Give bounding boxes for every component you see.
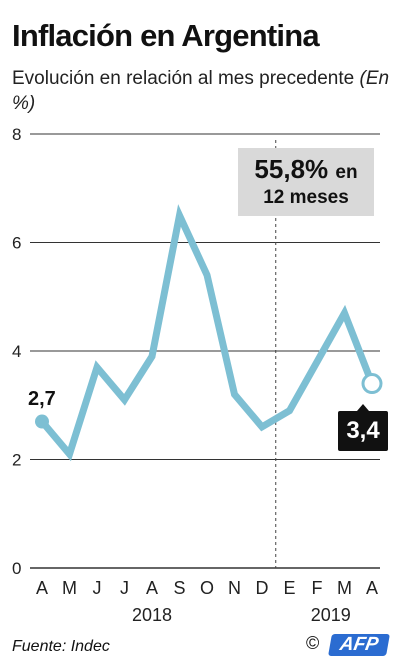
x-tick-label-3: J bbox=[120, 578, 129, 598]
last-point-badge: 3,4 bbox=[338, 404, 388, 451]
callout-connector: en bbox=[335, 162, 358, 183]
annual-inflation-value: 55,8% bbox=[254, 154, 329, 184]
subtitle-text: Evolución en relación al mes precedente bbox=[12, 68, 355, 89]
year-label-2019: 2019 bbox=[311, 605, 351, 625]
x-tick-label-5: S bbox=[173, 578, 185, 598]
first-point-marker bbox=[35, 414, 49, 429]
x-tick-label-8: D bbox=[256, 578, 269, 598]
chart-title: Inflación en Argentina bbox=[12, 18, 320, 53]
x-tick-label-6: O bbox=[200, 578, 214, 598]
annual-inflation-period: 12 meses bbox=[263, 187, 349, 208]
x-tick-label-9: E bbox=[283, 578, 295, 598]
annual-inflation-callout: 55,8% en 12 meses bbox=[238, 148, 374, 216]
y-tick-label-0: 0 bbox=[12, 559, 21, 578]
x-tick-label-11: M bbox=[337, 578, 352, 598]
x-tick-label-2: J bbox=[93, 578, 102, 598]
y-tick-label-8: 8 bbox=[12, 125, 21, 144]
first-point-label: 2,7 bbox=[28, 388, 56, 410]
x-tick-label-12: A bbox=[366, 578, 378, 598]
x-tick-label-10: F bbox=[312, 578, 323, 598]
last-point-marker bbox=[361, 373, 383, 395]
y-tick-label-6: 6 bbox=[12, 234, 21, 253]
copyright-symbol: © bbox=[306, 633, 320, 653]
year-label-2018: 2018 bbox=[132, 605, 172, 625]
x-tick-label-1: M bbox=[62, 578, 77, 598]
source-note: Fuente: Indec bbox=[12, 638, 110, 655]
afp-logo: AFP bbox=[328, 634, 390, 656]
y-tick-label-4: 4 bbox=[12, 342, 21, 361]
y-tick-label-2: 2 bbox=[12, 451, 21, 470]
unit-label: (En %) bbox=[12, 68, 390, 114]
x-tick-label-0: A bbox=[36, 578, 48, 598]
series-line bbox=[38, 204, 376, 462]
x-tick-label-7: N bbox=[228, 578, 241, 598]
chart-subtitle: Evolución en relación al mes precedente … bbox=[12, 66, 392, 116]
x-tick-label-4: A bbox=[146, 578, 158, 598]
